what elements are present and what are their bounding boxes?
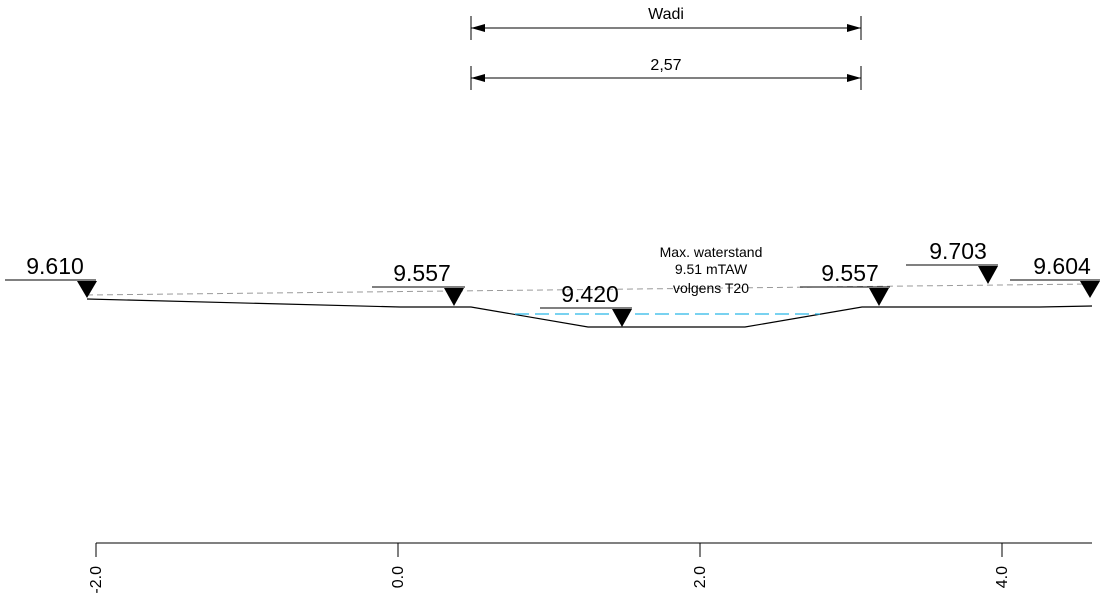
axis-tick-label: 4.0 [994, 566, 1011, 588]
wadi-dimension-label: Wadi [648, 6, 684, 23]
width-dimension-label: 2,57 [650, 57, 681, 74]
level-label: 9.604 [1033, 253, 1091, 279]
level-marker-9557-left: 9.557 [372, 260, 465, 306]
reference-dashed-line [86, 283, 1093, 296]
horizontal-axis: -2.0 0.0 2.0 4.0 [88, 542, 1092, 594]
level-marker-9610: 9.610 [5, 253, 97, 298]
axis-tick-label: 0.0 [390, 566, 407, 588]
level-marker-9703: 9.703 [906, 238, 998, 284]
width-dimension: 2,57 [470, 57, 862, 90]
level-label: 9.557 [821, 260, 879, 286]
level-marker-9557-right: 9.557 [800, 260, 890, 306]
axis-tick-label: 2.0 [692, 566, 709, 588]
water-level-note: Max. waterstand 9.51 mTAW volgens T20 [660, 244, 763, 296]
level-marker-9420: 9.420 [540, 281, 632, 327]
level-label: 9.610 [26, 253, 84, 279]
level-label: 9.420 [561, 281, 619, 307]
level-marker-9604: 9.604 [1010, 253, 1100, 298]
water-note-line1: Max. waterstand [660, 244, 763, 260]
level-label: 9.703 [929, 238, 987, 264]
water-note-line3: volgens T20 [673, 280, 749, 296]
axis-tick-label: -2.0 [88, 566, 105, 594]
level-label: 9.557 [393, 260, 451, 286]
water-note-line2: 9.51 mTAW [675, 261, 748, 277]
ground-profile-line [86, 298, 1093, 328]
wadi-dimension: Wadi [470, 6, 862, 40]
